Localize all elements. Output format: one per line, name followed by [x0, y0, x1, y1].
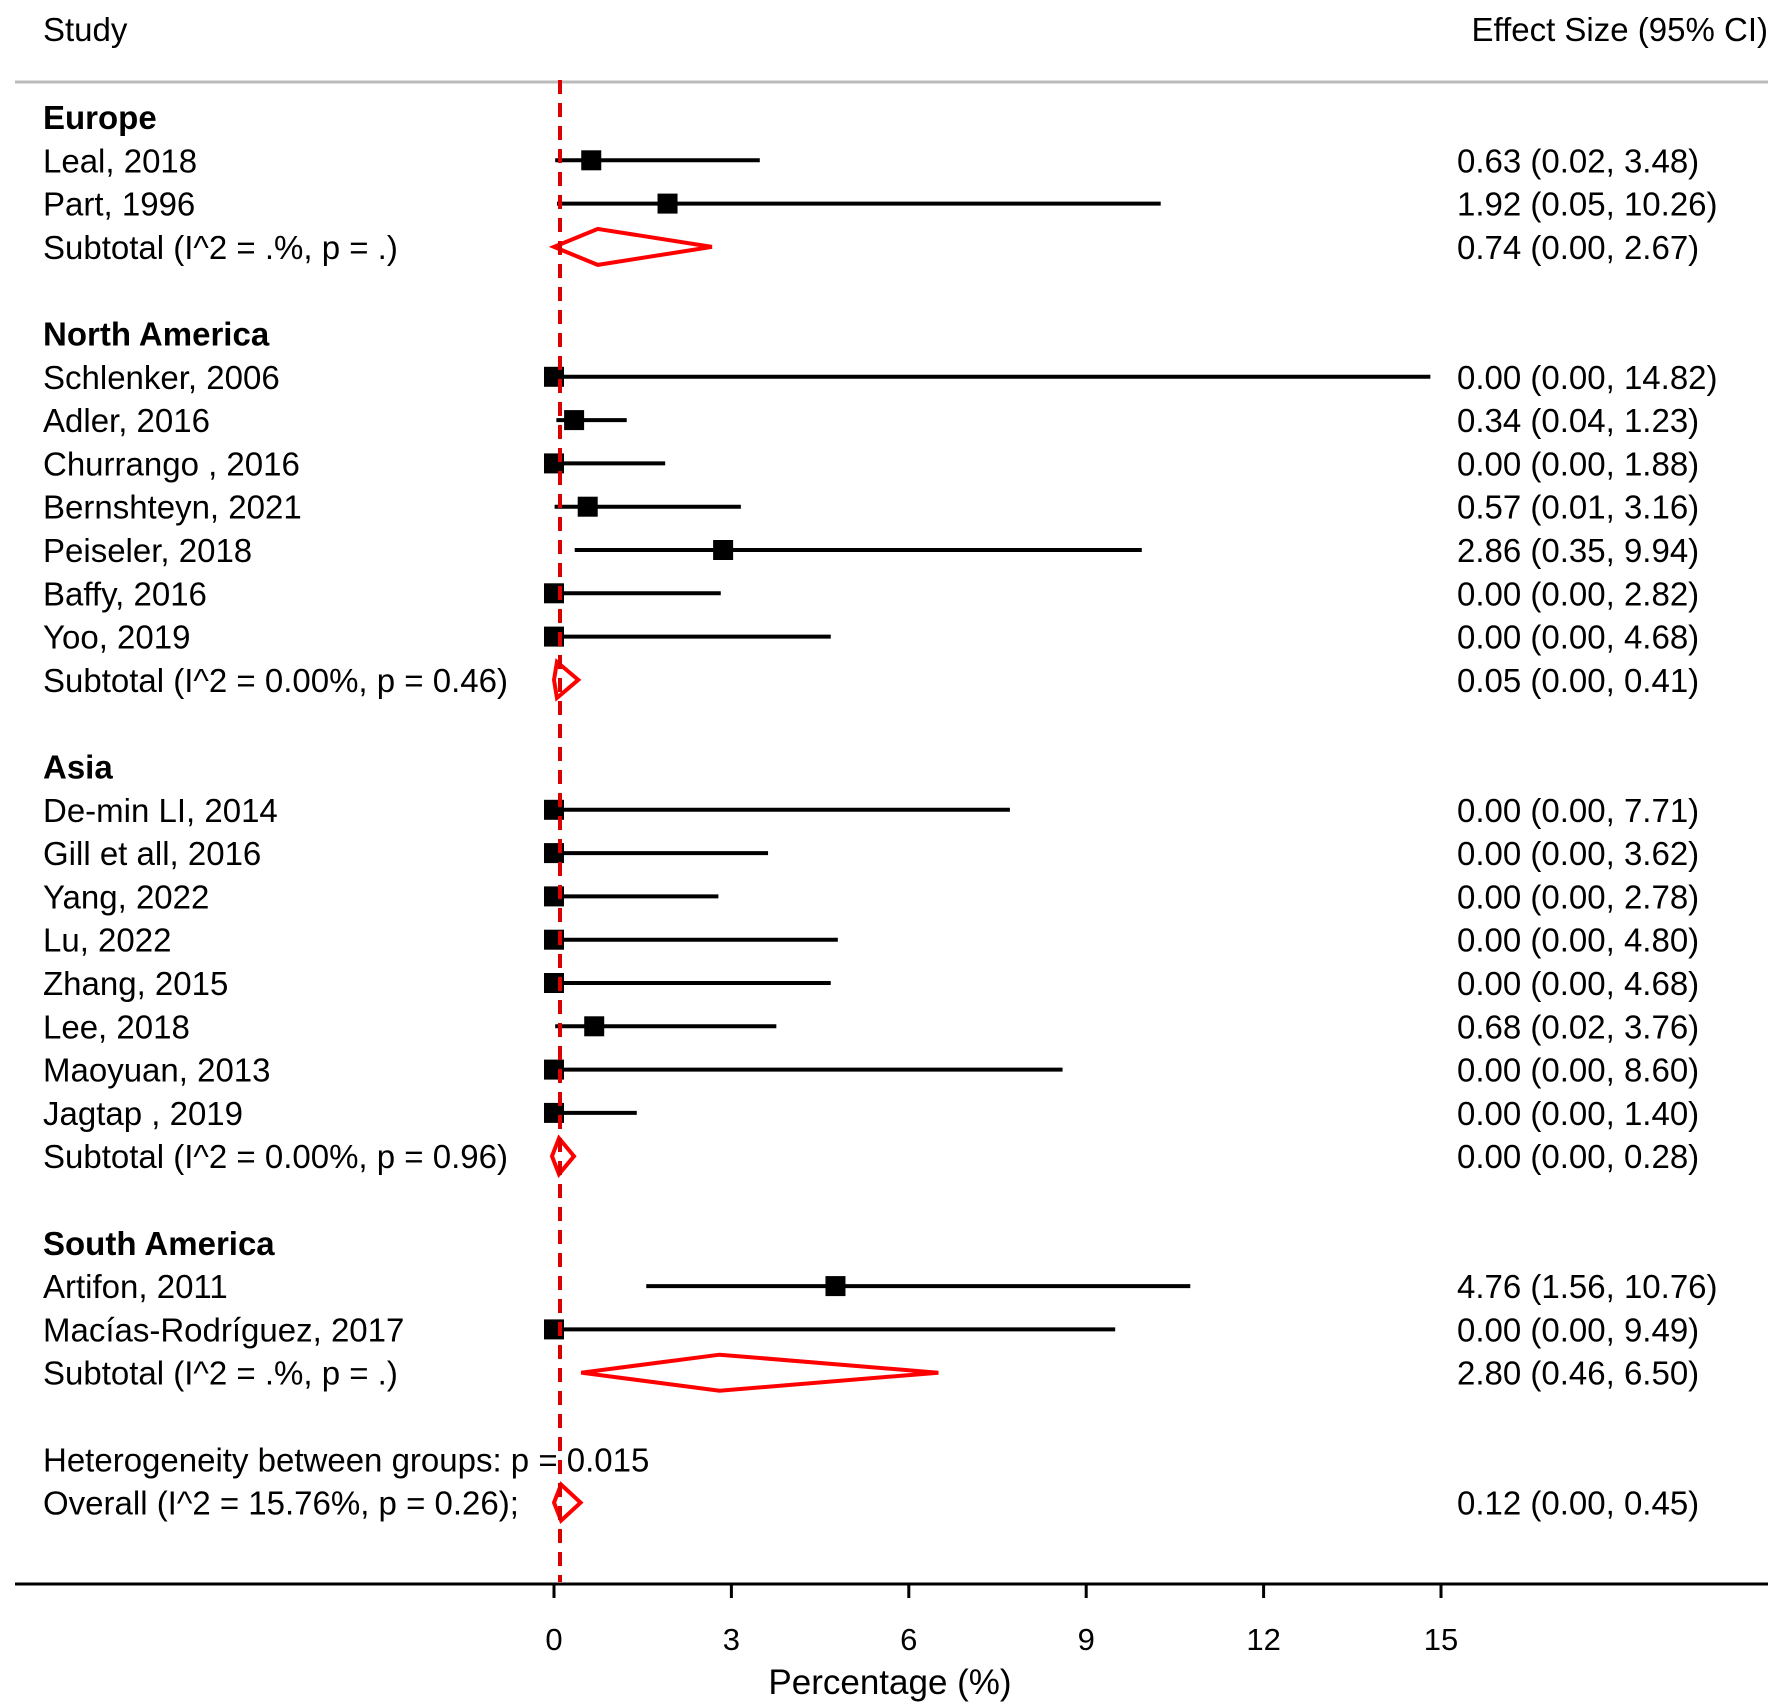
study-label: Maoyuan, 2013 [43, 1052, 271, 1089]
study-label: Gill et all, 2016 [43, 835, 261, 872]
study-label: Zhang, 2015 [43, 965, 228, 1002]
subtotal-effect-text: 0.05 (0.00, 0.41) [1457, 662, 1699, 699]
subtotal-effect-text: 2.80 (0.46, 6.50) [1457, 1355, 1699, 1392]
study-label: Leal, 2018 [43, 142, 197, 179]
pooled-estimate-diamond [551, 1481, 584, 1525]
study-label: De-min LI, 2014 [43, 792, 278, 829]
group-heading-south-america: South America [43, 1225, 275, 1262]
subtotal-effect-text: 0.00 (0.00, 0.28) [1457, 1138, 1699, 1175]
study-effect-text: 0.68 (0.02, 3.76) [1457, 1008, 1699, 1045]
point-estimate-marker [584, 1016, 605, 1037]
point-estimate-marker [581, 150, 602, 171]
point-estimate-marker [564, 410, 585, 431]
study-effect-text: 4.76 (1.56, 10.76) [1457, 1268, 1718, 1305]
study-label: Peiseler, 2018 [43, 532, 252, 569]
x-tick-label: 15 [1424, 1622, 1458, 1657]
x-axis-ticks: 0 3 6 9 12 15 [545, 1584, 1458, 1657]
study-effect-text: 0.00 (0.00, 4.68) [1457, 965, 1699, 1002]
point-estimate-marker [577, 496, 598, 517]
group-heading-north-america: North America [43, 316, 270, 353]
forest-rows: Europe Leal, 2018 0.63 (0.02, 3.48) Part, 1… [43, 99, 1718, 1525]
study-effect-text: 0.00 (0.00, 1.88) [1457, 445, 1699, 482]
study-label: Schlenker, 2006 [43, 359, 280, 396]
study-label: Lu, 2022 [43, 922, 171, 959]
header-study: Study [43, 11, 128, 48]
group-heading-europe: Europe [43, 99, 157, 136]
heterogeneity-note: Heterogeneity between groups: p = 0.015 [43, 1441, 649, 1478]
study-effect-text: 0.00 (0.00, 14.82) [1457, 359, 1718, 396]
study-effect-text: 2.86 (0.35, 9.94) [1457, 532, 1699, 569]
study-effect-text: 0.00 (0.00, 9.49) [1457, 1311, 1699, 1348]
study-label: Adler, 2016 [43, 402, 210, 439]
subtotal-label: Subtotal (I^2 = 0.00%, p = 0.46) [43, 662, 508, 699]
study-effect-text: 0.00 (0.00, 4.68) [1457, 619, 1699, 656]
subtotal-label: Subtotal (I^2 = .%, p = .) [43, 1355, 398, 1392]
study-effect-text: 0.57 (0.01, 3.16) [1457, 489, 1699, 526]
subtotal-effect-text: 0.74 (0.00, 2.67) [1457, 229, 1699, 266]
study-label: Lee, 2018 [43, 1008, 190, 1045]
x-tick-label: 6 [900, 1622, 917, 1657]
subtotal-effect-text: 0.12 (0.00, 0.45) [1457, 1485, 1699, 1522]
study-effect-text: 0.00 (0.00, 8.60) [1457, 1052, 1699, 1089]
point-estimate-marker [713, 540, 734, 560]
study-effect-text: 0.00 (0.00, 2.78) [1457, 878, 1699, 915]
header-effect-size: Effect Size (95% CI) [1471, 11, 1768, 48]
study-label: Churrango , 2016 [43, 445, 300, 482]
study-effect-text: 0.00 (0.00, 2.82) [1457, 575, 1699, 612]
study-effect-text: 0.63 (0.02, 3.48) [1457, 142, 1699, 179]
study-label: Yang, 2022 [43, 878, 209, 915]
pooled-estimate-diamond [549, 1134, 577, 1179]
x-tick-label: 12 [1246, 1622, 1280, 1657]
group-heading-asia: Asia [43, 749, 113, 786]
study-effect-text: 0.00 (0.00, 3.62) [1457, 835, 1699, 872]
subtotal-label: Subtotal (I^2 = .%, p = .) [43, 229, 398, 266]
study-effect-text: 0.00 (0.00, 7.71) [1457, 792, 1699, 829]
study-label: Artifon, 2011 [43, 1268, 228, 1305]
study-effect-text: 0.00 (0.00, 4.80) [1457, 922, 1699, 959]
subtotal-label: Subtotal (I^2 = 0.00%, p = 0.96) [43, 1138, 508, 1175]
study-label: Bernshteyn, 2021 [43, 489, 302, 526]
study-label: Macías-Rodríguez, 2017 [43, 1311, 404, 1348]
x-tick-label: 3 [723, 1622, 740, 1657]
subtotal-label: Overall (I^2 = 15.76%, p = 0.26); [43, 1485, 519, 1522]
x-tick-label: 9 [1078, 1622, 1095, 1657]
study-effect-text: 0.34 (0.04, 1.23) [1457, 402, 1699, 439]
study-effect-text: 1.92 (0.05, 10.26) [1457, 186, 1718, 223]
study-label: Jagtap , 2019 [43, 1095, 243, 1132]
study-label: Yoo, 2019 [43, 619, 190, 656]
point-estimate-marker [825, 1276, 846, 1297]
pooled-estimate-diamond [548, 226, 713, 267]
pooled-estimate-diamond [580, 1352, 939, 1393]
x-tick-label: 0 [545, 1622, 562, 1657]
pooled-estimate-diamond [551, 658, 582, 702]
study-label: Baffy, 2016 [43, 575, 207, 612]
point-estimate-marker [657, 193, 678, 214]
study-effect-text: 0.00 (0.00, 1.40) [1457, 1095, 1699, 1132]
x-axis-title: Percentage (%) [768, 1663, 1011, 1702]
study-label: Part, 1996 [43, 186, 195, 223]
